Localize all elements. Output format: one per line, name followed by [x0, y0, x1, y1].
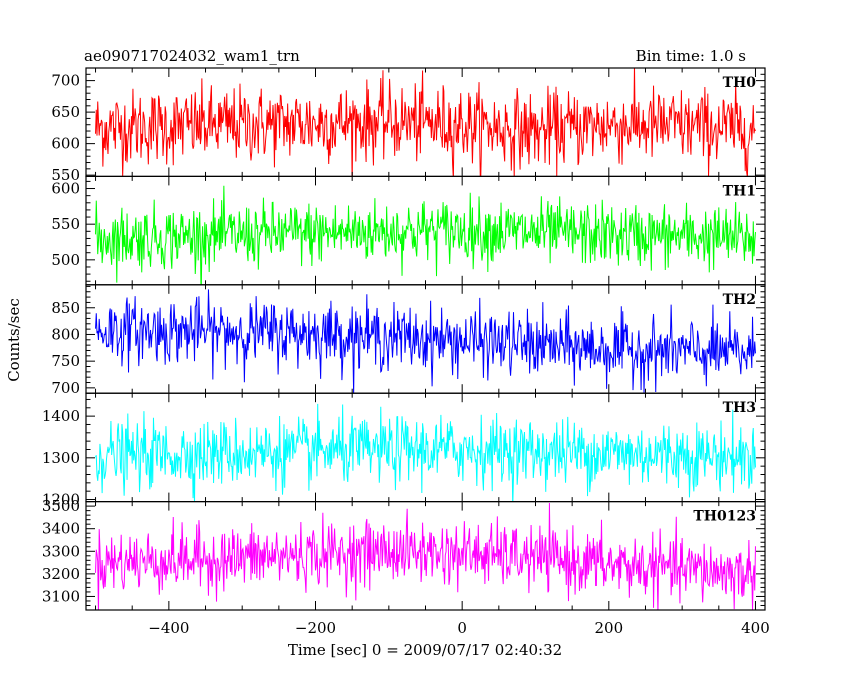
- y-tick-label: 800: [51, 325, 80, 343]
- panel-th1: 500 550 600 TH1: [51, 175, 766, 286]
- panel-th0: 550 600 650 700 TH0: [51, 67, 766, 184]
- panel-label-th2: TH2: [723, 292, 756, 308]
- y-tick-label: 550: [51, 215, 80, 233]
- y-tick-label: 600: [51, 180, 80, 198]
- y-tick-label: 700: [51, 72, 80, 90]
- y-tick-label: 3200: [42, 565, 80, 583]
- panel-label-th1: TH1: [723, 183, 756, 199]
- y-axis-label: Counts/sec: [5, 298, 23, 382]
- bin-time-label: Bin time: 1.0 s: [636, 47, 746, 65]
- x-tick-label: 0: [457, 619, 467, 637]
- x-axis-label: Time [sec] 0 = 2009/07/17 02:40:32: [288, 641, 562, 659]
- y-tick-label: 3400: [42, 520, 80, 538]
- x-axis-ticks: −400 −200 0 200 400: [148, 619, 770, 637]
- panel-th3: 1200 1300 1400 TH3: [42, 392, 766, 509]
- x-tick-label: 400: [741, 619, 770, 637]
- x-tick-label: −400: [148, 619, 189, 637]
- y-tick-label: 1200: [42, 491, 80, 509]
- y-tick-label: 550: [51, 166, 80, 184]
- series-line-th0: [95, 68, 756, 177]
- panel-label-th0123: TH0123: [693, 509, 756, 525]
- series-line-th3: [95, 403, 756, 502]
- figure-title: ae090717024032_wam1_trn: [84, 47, 300, 65]
- y-tick-label: 3300: [42, 542, 80, 560]
- series-line-th0123: [95, 503, 756, 611]
- y-tick-label: 1400: [42, 407, 80, 425]
- y-tick-label: 1300: [42, 449, 80, 467]
- y-tick-label: 850: [51, 299, 80, 317]
- y-tick-label: 700: [51, 379, 80, 397]
- panel-th2: 700 750 800 850 TH2: [51, 284, 766, 397]
- y-tick-label: 600: [51, 135, 80, 153]
- y-tick-label: 3100: [42, 587, 80, 605]
- y-tick-label: 650: [51, 103, 80, 121]
- y-tick-label: 750: [51, 352, 80, 370]
- x-tick-label: −200: [295, 619, 336, 637]
- panel-label-th3: TH3: [723, 400, 756, 416]
- y-tick-label: 3500: [42, 497, 80, 515]
- panel-th0123: 3100 3200 3300 3400 3500 TH0123: [42, 497, 766, 611]
- series-line-th2: [95, 289, 756, 394]
- panel-label-th0: TH0: [723, 75, 757, 91]
- y-tick-label: 500: [51, 251, 80, 269]
- x-tick-label: 200: [594, 619, 623, 637]
- series-line-th1: [95, 185, 756, 285]
